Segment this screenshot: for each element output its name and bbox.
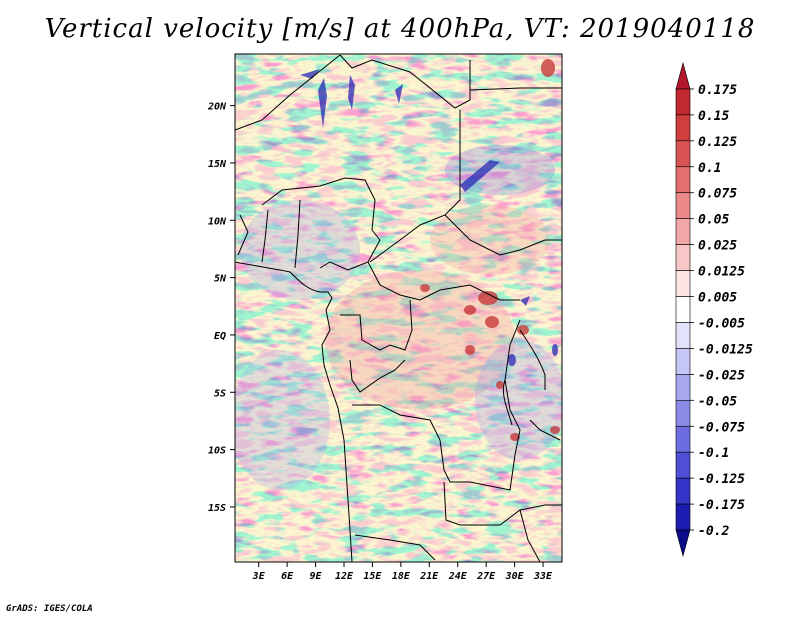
lat-label: EQ: [214, 331, 226, 342]
colorbar-swatch: [675, 451, 691, 479]
colorbar-label: 0.0125: [698, 265, 745, 280]
colorbar-swatch: [675, 296, 691, 323]
lat-label: 5S: [214, 388, 226, 399]
lat-label: 20N: [207, 102, 227, 113]
colorbar-swatch: [675, 218, 691, 245]
colorbar-swatch: [675, 477, 691, 505]
colorbar: 0.175 0.15 0.125 0.1 0.075 0.05 0.025 0.0125 0.0…: [675, 61, 753, 558]
colorbar-swatch: [675, 270, 691, 297]
colorbar-label: 0.05: [698, 213, 729, 228]
lon-label: 24E: [448, 571, 468, 582]
colorbar-label: -0.05: [698, 394, 737, 409]
lon-label: 27E: [476, 571, 496, 582]
colorbar-swatch: [675, 61, 691, 90]
velocity-field: [235, 54, 562, 562]
colorbar-label: 0.125: [698, 135, 737, 150]
colorbar-swatch: [675, 140, 691, 168]
colorbar-label: -0.2: [698, 524, 729, 539]
colorbar-swatch: [675, 88, 691, 116]
colorbar-swatch: [675, 192, 691, 219]
colorbar-label: -0.175: [698, 498, 745, 513]
lat-label: 10N: [208, 216, 227, 227]
lon-label: 15E: [363, 571, 382, 582]
colorbar-label: 0.15: [698, 109, 729, 124]
colorbar-swatch: [675, 114, 691, 142]
lon-label: 12E: [335, 571, 354, 582]
map-title: Vertical velocity [m/s] at 400hPa, VT: 2…: [44, 14, 756, 44]
lon-label: 18E: [392, 571, 411, 582]
colorbar-label: 0.005: [698, 291, 737, 306]
lat-label: 10S: [208, 446, 226, 457]
colorbar-label: 0.025: [698, 239, 737, 254]
colorbar-label: -0.0125: [698, 342, 753, 357]
colorbar-label: 0.175: [698, 83, 737, 98]
colorbar-label: -0.125: [698, 472, 745, 487]
grads-credit: GrADS: IGES/COLA: [6, 604, 93, 614]
lon-label: 30E: [505, 571, 525, 582]
colorbar-swatch: [675, 348, 691, 375]
colorbar-label: 0.075: [698, 187, 737, 202]
lat-label: 15N: [208, 159, 227, 170]
colorbar-swatch: [675, 400, 691, 427]
colorbar-swatch: [675, 529, 691, 558]
longitude-axis: 3E 6E 9E 12E 15E 18E 21E 24E 27E 30E 33E: [252, 562, 553, 582]
map-frame: [234, 53, 563, 563]
lat-label: 15S: [208, 503, 226, 514]
lon-label: 9E: [310, 571, 323, 582]
colorbar-swatch: [675, 244, 691, 271]
colorbar-swatch: [675, 322, 691, 349]
colorbar-label: -0.025: [698, 368, 745, 383]
colorbar-label: 0.1: [698, 161, 721, 176]
lon-label: 3E: [252, 571, 266, 582]
latitude-axis: 20N 15N 10N 5N EQ 5S 10S 15S: [207, 102, 235, 514]
lon-label: 6E: [281, 571, 294, 582]
lon-label: 33E: [533, 571, 553, 582]
colorbar-swatch: [675, 374, 691, 401]
colorbar-swatch: [675, 503, 691, 531]
lat-label: 5N: [214, 274, 227, 285]
colorbar-swatch: [675, 425, 691, 453]
colorbar-label: -0.005: [698, 316, 745, 331]
colorbar-label: -0.1: [698, 446, 729, 461]
lon-label: 21E: [419, 571, 439, 582]
colorbar-swatch: [675, 166, 691, 194]
colorbar-label: -0.075: [698, 420, 745, 435]
